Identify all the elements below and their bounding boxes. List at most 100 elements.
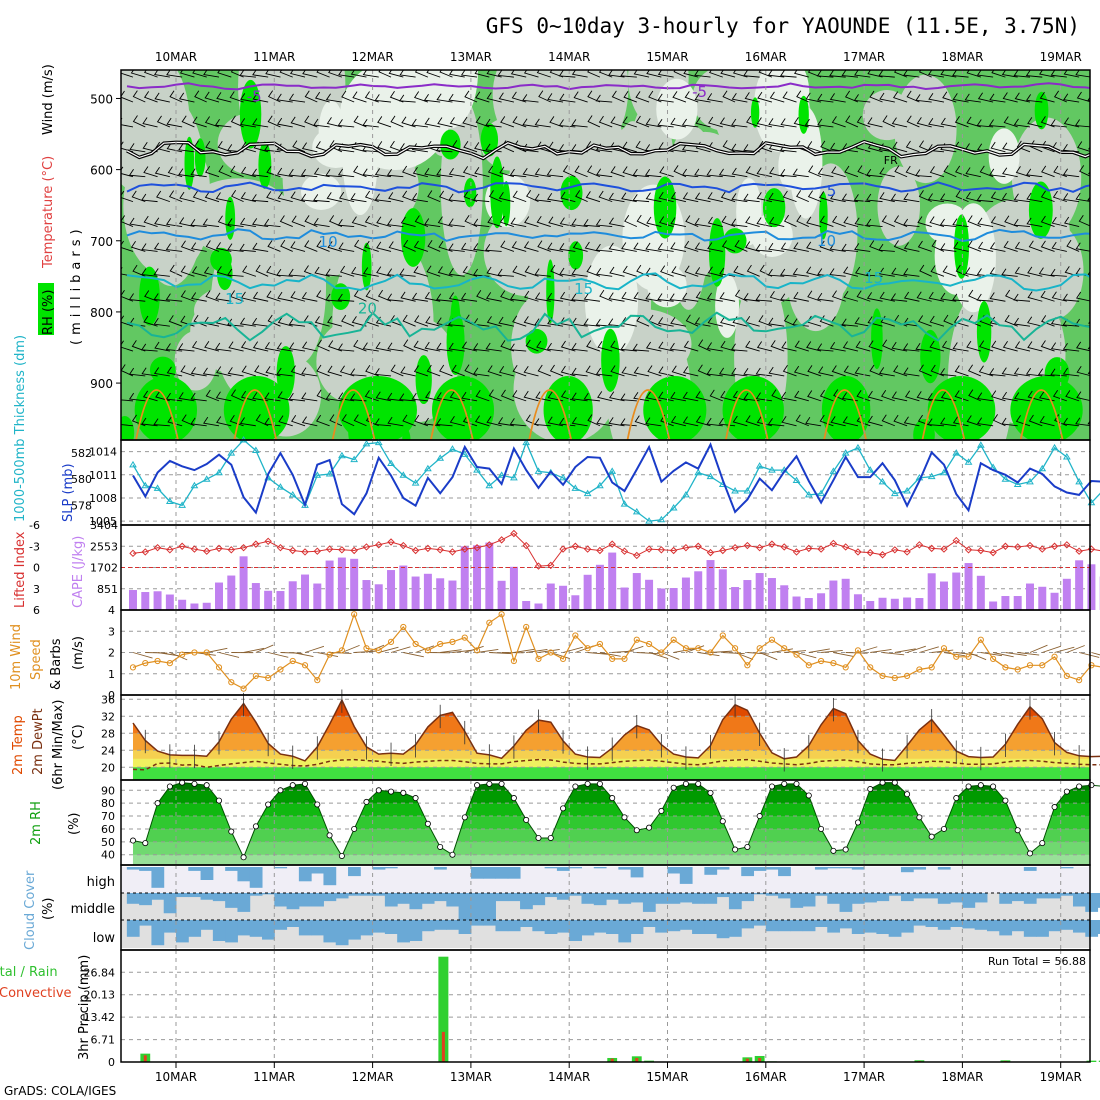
wind-barb	[622, 116, 637, 128]
wind-barb	[694, 317, 711, 327]
wind-barb	[143, 91, 158, 103]
wind-barb	[562, 646, 583, 653]
lifted-index-point	[534, 562, 543, 570]
cloud-cell	[667, 893, 681, 904]
wind-barb	[695, 391, 711, 402]
wind-barb	[1062, 193, 1080, 203]
cloud-cell	[864, 893, 877, 903]
wind-barb	[424, 117, 441, 128]
lifted-index-point	[878, 551, 887, 559]
lifted-index-point	[522, 541, 530, 550]
cloud-cell	[753, 920, 767, 926]
lifted-index-point	[731, 543, 739, 552]
cape-bar	[669, 588, 678, 610]
wind-barb	[952, 93, 969, 103]
wind-barb	[414, 215, 429, 227]
rh-bright-area	[601, 328, 620, 392]
cloud-cell	[679, 893, 693, 903]
wind-barb	[1062, 417, 1080, 427]
rh-label: RH (%)	[41, 290, 56, 335]
wind-barb	[575, 190, 588, 203]
rh-point	[424, 820, 431, 827]
wind-barb	[1001, 367, 1018, 377]
wind-barb	[645, 118, 662, 128]
wind-speed-point	[670, 636, 677, 643]
wind-barb	[1074, 119, 1090, 128]
wind-barb	[755, 392, 773, 402]
wind-barb	[608, 417, 625, 427]
temp-tick-label: 24	[101, 744, 115, 757]
wind-barb	[142, 117, 158, 128]
x-date-label-top: 15MAR	[646, 50, 688, 64]
wind-barb	[288, 93, 306, 103]
rh-point	[879, 779, 886, 786]
wind-barb	[793, 117, 809, 128]
wind-barb	[977, 217, 994, 227]
wind-barb	[547, 391, 564, 402]
cloud-cell	[274, 920, 288, 930]
wind-barb	[523, 390, 539, 402]
wind-barb	[179, 70, 195, 78]
wind-barb	[621, 192, 637, 203]
lifted-index-point	[362, 543, 371, 551]
cloud-cell	[249, 920, 263, 937]
precip-tick-label: 20.13	[84, 989, 116, 1002]
warm-contour	[1019, 389, 1064, 440]
ytick-label: 500	[90, 92, 113, 106]
thickness-point	[1038, 464, 1047, 472]
wind-barb	[1002, 167, 1018, 178]
wind-barb	[915, 169, 932, 178]
cloud-cell	[630, 893, 644, 903]
thickness-point	[829, 467, 838, 474]
cape-bar	[939, 581, 948, 610]
wind-barb	[252, 341, 269, 352]
wind-barb	[587, 165, 601, 178]
li-ylabel: Lifted Index	[13, 531, 28, 608]
wind-barb	[509, 293, 527, 302]
wind-barb	[1039, 91, 1055, 103]
lifted-index-point	[1050, 542, 1059, 550]
cloud-cell	[311, 867, 324, 874]
wind-barb	[894, 70, 908, 78]
cloud-cell	[569, 920, 582, 941]
wind-barb	[633, 292, 650, 302]
wind-barb	[622, 265, 637, 277]
lifted-index-point	[952, 536, 960, 545]
wind-barb	[317, 652, 339, 658]
chart-title: GFS 0~10day 3-hourly for YAOUNDE (11.5E,…	[486, 14, 1080, 38]
wind-barb	[682, 192, 699, 203]
lifted-index-point	[301, 548, 309, 556]
wind-barb	[1002, 142, 1018, 153]
wind-barb	[339, 365, 355, 377]
wind-barb	[893, 414, 908, 427]
wind-barb	[1003, 116, 1018, 128]
wind-barb	[598, 190, 613, 203]
wind-barb	[498, 92, 515, 103]
wind-barb	[612, 650, 635, 653]
wind-barb	[266, 290, 281, 302]
wind-barb	[1013, 317, 1031, 327]
wind-barb	[165, 293, 183, 302]
wind-barb	[131, 190, 146, 203]
wind-barb	[844, 90, 859, 103]
cloud-cell	[753, 867, 767, 871]
wind-speed-point	[301, 662, 309, 669]
cloud-cell	[937, 920, 951, 930]
wind-speed-point	[990, 655, 997, 662]
rh-bright-area	[400, 208, 426, 267]
rh-point	[474, 782, 481, 789]
rh-point	[744, 843, 751, 850]
rh-tick-label: 40	[101, 849, 115, 862]
wind-barb	[719, 267, 736, 277]
wind-barb	[475, 116, 490, 128]
wind-barb	[312, 194, 330, 203]
wind-speed-point	[510, 657, 518, 665]
cloud-cell	[544, 867, 558, 869]
wind-barb	[599, 289, 613, 302]
wind-barb	[279, 70, 293, 78]
wind-barb	[856, 115, 871, 128]
x-date-label-bottom: 12MAR	[352, 1070, 394, 1084]
wind-barb	[979, 165, 994, 178]
cape-bar	[829, 580, 838, 610]
wind-barb	[448, 342, 465, 352]
